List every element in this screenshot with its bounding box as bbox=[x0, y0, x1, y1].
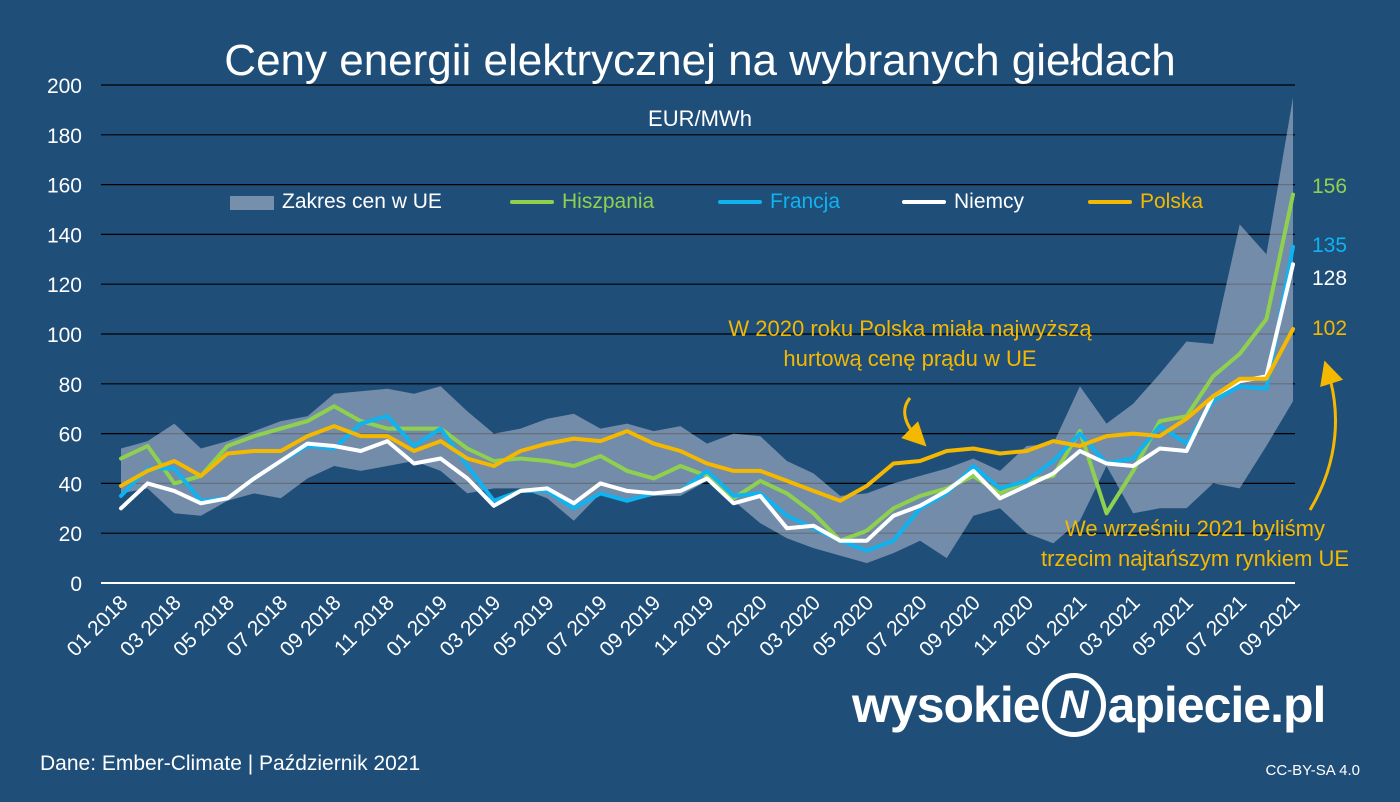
legend-label-hiszpania: Hiszpania bbox=[562, 190, 655, 213]
annotation-2020: W 2020 roku Polska miała najwyższą hurto… bbox=[680, 314, 1140, 374]
y-tick-label: 100 bbox=[47, 324, 82, 347]
end-label-niemcy: 128 bbox=[1312, 267, 1348, 290]
logo-text-right: apiecie.pl bbox=[1107, 677, 1327, 733]
legend-swatch-range bbox=[230, 196, 274, 210]
series-line-polska bbox=[119, 327, 1295, 503]
legend-label-polska: Polska bbox=[1140, 190, 1204, 213]
annotation-2021: We wrześniu 2021 byliśmy trzecim najtańs… bbox=[1000, 514, 1390, 574]
y-tick-label: 0 bbox=[70, 573, 82, 596]
series-lines bbox=[119, 192, 1295, 553]
y-tick-label: 60 bbox=[59, 424, 82, 447]
annotation-2020-line2: hurtową cenę prądu w UE bbox=[783, 346, 1037, 371]
legend-line-niemcy bbox=[902, 200, 946, 204]
source-note: Dane: Ember-Climate | Październik 2021 bbox=[40, 752, 421, 775]
y-tick-label: 80 bbox=[59, 374, 82, 397]
y-axis: 0 20 40 60 80 100 120 140 160 180 200 bbox=[47, 75, 82, 596]
legend-label-range: Zakres cen w UE bbox=[282, 190, 442, 213]
chart-title: Ceny energii elektrycznej na wybranych g… bbox=[224, 36, 1176, 85]
end-label-polska: 102 bbox=[1312, 317, 1348, 340]
arrow-2021 bbox=[1308, 360, 1344, 511]
series-line-francja bbox=[119, 244, 1295, 553]
annotation-2021-line2: trzecim najtańszym rynkiem UE bbox=[1040, 546, 1350, 571]
series-line-hiszpania bbox=[119, 192, 1295, 543]
y-tick-label: 180 bbox=[47, 125, 82, 148]
y-tick-label: 40 bbox=[59, 473, 82, 496]
license-note: CC-BY-SA 4.0 bbox=[1265, 762, 1361, 779]
legend-line-hiszpania bbox=[510, 200, 554, 204]
logo-text-left: wysokie bbox=[852, 677, 1041, 733]
annotation-arrows bbox=[901, 360, 1344, 511]
end-label-francja: 135 bbox=[1312, 234, 1348, 257]
logo-mark-icon: N bbox=[1041, 672, 1106, 737]
arrow-2020 bbox=[901, 397, 927, 447]
legend-line-polska bbox=[1088, 200, 1132, 204]
y-tick-label: 160 bbox=[47, 175, 82, 198]
legend-line-francja bbox=[718, 200, 762, 204]
y-tick-label: 200 bbox=[47, 75, 82, 98]
legend-label-francja: Francja bbox=[770, 190, 841, 213]
y-tick-label: 120 bbox=[47, 274, 82, 297]
annotation-2020-line1: W 2020 roku Polska miała najwyższą bbox=[728, 316, 1092, 341]
series-line-niemcy bbox=[119, 262, 1295, 543]
unit-label: EUR/MWh bbox=[648, 106, 752, 131]
annotation-2021-line1: We wrześniu 2021 byliśmy bbox=[1064, 516, 1326, 541]
legend-label-niemcy: Niemcy bbox=[954, 190, 1025, 213]
y-tick-label: 140 bbox=[47, 224, 82, 247]
end-label-hiszpania: 156 bbox=[1312, 175, 1348, 198]
y-tick-label: 20 bbox=[59, 523, 82, 546]
